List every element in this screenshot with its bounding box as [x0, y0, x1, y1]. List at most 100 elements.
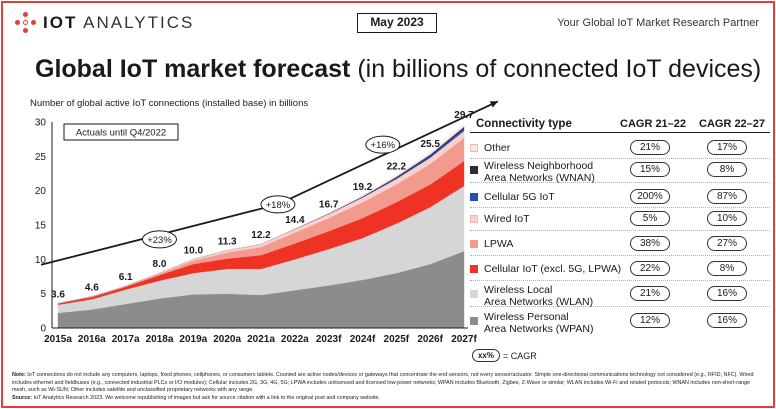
- x-tick-label: 2022a: [281, 334, 309, 345]
- x-tick-label: 2019a: [179, 334, 207, 345]
- total-data-label: 11.3: [218, 236, 237, 247]
- cagr-bubble: [142, 230, 177, 249]
- x-tick-label: 2018a: [146, 334, 174, 345]
- x-tick-label: 2017a: [112, 334, 140, 345]
- cagr-21-22-badge: 15%: [630, 162, 670, 177]
- total-data-label: 10.0: [184, 245, 204, 256]
- connectivity-label: Cellular IoT (excl. 5G, LPWA): [484, 263, 621, 275]
- total-data-label: 12.2: [251, 230, 271, 241]
- x-tick-label: 2021a: [247, 334, 275, 345]
- x-tick-label: 2026f: [417, 334, 443, 345]
- note-label: Note:: [12, 372, 26, 378]
- connectivity-label-line1: Other: [484, 142, 511, 154]
- cagr-22-27-badge: 27%: [707, 236, 747, 251]
- table-row-divider: [470, 158, 770, 159]
- table-row-divider: [470, 255, 770, 256]
- total-data-label: 14.4: [285, 215, 305, 226]
- cagr-21-22-badge: 200%: [630, 189, 670, 204]
- x-tick-label: 2015a: [44, 334, 72, 345]
- cagr-bubble-label: +16%: [371, 140, 396, 151]
- chart-subtitle: Number of global active IoT connections …: [30, 98, 308, 109]
- x-tick-label: 2025f: [384, 334, 410, 345]
- note-text: IoT connections do not include any compu…: [12, 372, 754, 393]
- legend-swatch: [470, 193, 478, 201]
- legend-swatch: [470, 240, 478, 248]
- x-tick-label: 2027f: [451, 334, 477, 345]
- x-tick-label: 2016a: [78, 334, 106, 345]
- x-tick-label: 2020a: [213, 334, 241, 345]
- cagr-legend: xx% = CAGR: [472, 349, 537, 362]
- connectivity-label-line2: Area Networks (WNAN): [484, 172, 595, 184]
- cagr-21-22-badge: 12%: [630, 313, 670, 328]
- connectivity-label-line1: Cellular IoT (excl. 5G, LPWA): [484, 263, 622, 275]
- connectivity-label: Wireless Local Area Networks (WLAN): [484, 284, 593, 308]
- brand-name: IOT ANALYTICS: [43, 13, 195, 32]
- total-data-label: 25.5: [420, 139, 440, 150]
- legend-swatch: [470, 290, 478, 298]
- total-data-label: 16.7: [319, 199, 339, 210]
- cagr-22-27-badge: 8%: [707, 261, 747, 276]
- y-tick-label: 20: [35, 186, 47, 197]
- actuals-note-box: [63, 123, 179, 141]
- series-area-7: [57, 123, 465, 304]
- x-tick-label: 2024f: [350, 334, 376, 345]
- total-data-label: 3.6: [51, 289, 65, 300]
- total-data-label: 22.2: [387, 162, 407, 173]
- connectivity-label: Wired IoT: [484, 213, 530, 225]
- connectivity-label-line1: LPWA: [484, 238, 514, 250]
- connectivity-label: LPWA: [484, 238, 513, 250]
- y-tick-label: 15: [35, 221, 47, 232]
- trend-arrowhead: [489, 101, 498, 108]
- cagr-22-27-badge: 87%: [707, 189, 747, 204]
- cagr-22-27-badge: 10%: [707, 211, 747, 226]
- connectivity-label-line1: Wireless Neighborhood: [484, 160, 594, 172]
- cagr-21-22-badge: 38%: [630, 236, 670, 251]
- date-badge: May 2023: [357, 13, 437, 33]
- connectivity-label-line1: Wireless Local: [484, 284, 553, 296]
- legend-swatch: [470, 144, 478, 152]
- connectivity-label: Cellular 5G IoT: [484, 191, 555, 203]
- legend-swatch: [470, 166, 478, 174]
- connectivity-label-line1: Wired IoT: [484, 213, 530, 225]
- cagr-legend-pill: xx%: [472, 349, 500, 362]
- connectivity-label-line2: Area Networks (WLAN): [484, 296, 594, 308]
- connectivity-label-line1: Wireless Personal: [484, 311, 569, 323]
- total-data-label: 29.7: [454, 110, 474, 121]
- y-tick-label: 30: [35, 118, 47, 129]
- table-row-divider: [470, 182, 770, 183]
- cagr-bubble: [260, 195, 296, 214]
- source-label: Source:: [12, 394, 33, 401]
- cagr-22-27-badge: 16%: [707, 286, 747, 301]
- table-header-rule: [470, 132, 770, 133]
- table-row-divider: [470, 280, 770, 281]
- footnote: Note: IoT connections do not include any…: [12, 372, 764, 402]
- cagr-legend-text: = CAGR: [503, 350, 537, 361]
- tagline: Your Global IoT Market Research Partner: [557, 17, 759, 29]
- y-tick-label: 25: [35, 152, 47, 163]
- cagr-22-27-badge: 8%: [707, 162, 747, 177]
- total-data-label: 6.1: [119, 272, 133, 283]
- cagr-bubble: [365, 135, 401, 154]
- cagr-21-22-badge: 21%: [630, 286, 670, 301]
- total-data-label: 8.0: [153, 259, 167, 270]
- table-row-divider: [470, 230, 770, 231]
- table-header-type: Connectivity type: [476, 118, 572, 130]
- cagr-22-27-badge: 16%: [707, 313, 747, 328]
- table-header-cagr-21-22: CAGR 21–22: [620, 118, 687, 130]
- cagr-bubble-label: +23%: [147, 235, 172, 246]
- legend-swatch: [470, 215, 478, 223]
- cagr-22-27-badge: 17%: [707, 140, 747, 155]
- brand-logo[interactable]: IOT ANALYTICS: [15, 12, 194, 34]
- y-tick-label: 5: [40, 289, 46, 300]
- source-text: IoT Analytics Research 2023. We welcome …: [33, 394, 381, 401]
- logo-dots-icon: [15, 12, 37, 34]
- x-tick-label: 2023f: [316, 334, 342, 345]
- total-data-label: 19.2: [353, 182, 373, 193]
- legend-swatch: [470, 265, 478, 273]
- connectivity-label: Wireless Personal Area Networks (WPAN): [484, 311, 594, 335]
- connectivity-label: Other: [484, 142, 510, 154]
- page-title: Global IoT market forecast (in billions …: [35, 55, 762, 83]
- table-row-divider: [470, 306, 770, 307]
- connectivity-label-line1: Cellular 5G IoT: [484, 191, 555, 203]
